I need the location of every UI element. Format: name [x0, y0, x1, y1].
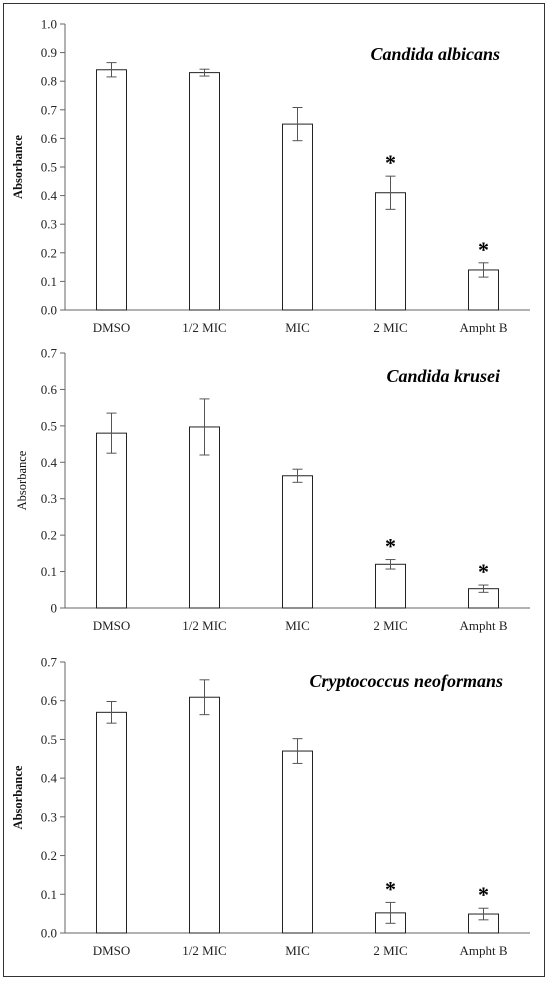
significance-marker: * — [385, 534, 396, 559]
significance-marker: * — [385, 876, 396, 901]
bar — [189, 426, 220, 609]
x-tick-label: DMSO — [93, 943, 131, 958]
y-tick-label: 0.5 — [41, 160, 57, 175]
bar — [189, 696, 220, 934]
x-tick-label: 2 MIC — [373, 943, 407, 958]
y-axis-label: Absorbance — [15, 450, 29, 510]
bar — [282, 123, 313, 311]
y-tick-label: 0.8 — [41, 74, 57, 89]
y-tick-label: 0.7 — [41, 346, 58, 361]
bar — [96, 432, 127, 609]
chart-title: Candida krusei — [386, 366, 500, 386]
x-tick-label: Ampht B — [459, 943, 507, 958]
y-tick-label: 0.6 — [41, 382, 58, 397]
y-tick-label: 0.1 — [41, 274, 57, 289]
x-tick-label: 1/2 MIC — [182, 618, 226, 633]
x-tick-label: Ampht B — [459, 320, 507, 335]
bar — [375, 563, 406, 609]
significance-marker: * — [478, 559, 489, 584]
y-tick-label: 1.0 — [41, 17, 57, 32]
y-tick-label: 0.1 — [41, 564, 57, 579]
bar — [375, 192, 406, 311]
y-tick-label: 0.3 — [41, 217, 57, 232]
y-tick-label: 0.1 — [41, 887, 57, 902]
significance-marker: * — [478, 237, 489, 262]
y-tick-label: 0.4 — [41, 455, 58, 470]
x-tick-label: DMSO — [93, 618, 131, 633]
y-tick-label: 0.5 — [41, 732, 57, 747]
y-tick-label: 0.6 — [41, 131, 58, 146]
y-tick-label: 0.3 — [41, 809, 57, 824]
bar — [282, 750, 313, 934]
bar — [189, 72, 220, 311]
x-tick-label: MIC — [285, 618, 310, 633]
y-tick-label: 0.4 — [41, 188, 58, 203]
chart-title: Cryptococcus neoformans — [310, 671, 504, 691]
y-tick-label: 0.2 — [41, 528, 57, 543]
y-tick-label: 0.3 — [41, 491, 57, 506]
x-tick-label: 2 MIC — [373, 618, 407, 633]
y-tick-label: 0.7 — [41, 655, 58, 670]
x-tick-label: Ampht B — [459, 618, 507, 633]
significance-marker: * — [478, 882, 489, 907]
x-tick-label: MIC — [285, 943, 310, 958]
y-tick-label: 0.5 — [41, 418, 57, 433]
x-tick-label: DMSO — [93, 320, 131, 335]
y-tick-label: 0.4 — [41, 771, 58, 786]
x-tick-label: 1/2 MIC — [182, 320, 226, 335]
x-tick-label: MIC — [285, 320, 310, 335]
y-tick-label: 0.0 — [41, 303, 57, 318]
y-tick-label: 0.9 — [41, 45, 57, 60]
y-axis-label: Absorbance — [11, 765, 25, 829]
y-tick-label: 0.6 — [41, 693, 58, 708]
y-tick-label: 0.7 — [41, 102, 58, 117]
bar — [282, 475, 313, 609]
y-axis-label: Absorbance — [11, 135, 25, 199]
significance-marker: * — [385, 150, 396, 175]
bar — [96, 711, 127, 934]
figure-frame — [3, 3, 545, 977]
x-tick-label: 2 MIC — [373, 320, 407, 335]
bar — [96, 69, 127, 311]
x-tick-label: 1/2 MIC — [182, 943, 226, 958]
y-tick-label: 0.2 — [41, 245, 57, 260]
chart-title: Candida albicans — [370, 44, 500, 64]
y-tick-label: 0.0 — [41, 926, 57, 941]
y-tick-label: 0 — [51, 601, 58, 616]
y-tick-label: 0.2 — [41, 848, 57, 863]
